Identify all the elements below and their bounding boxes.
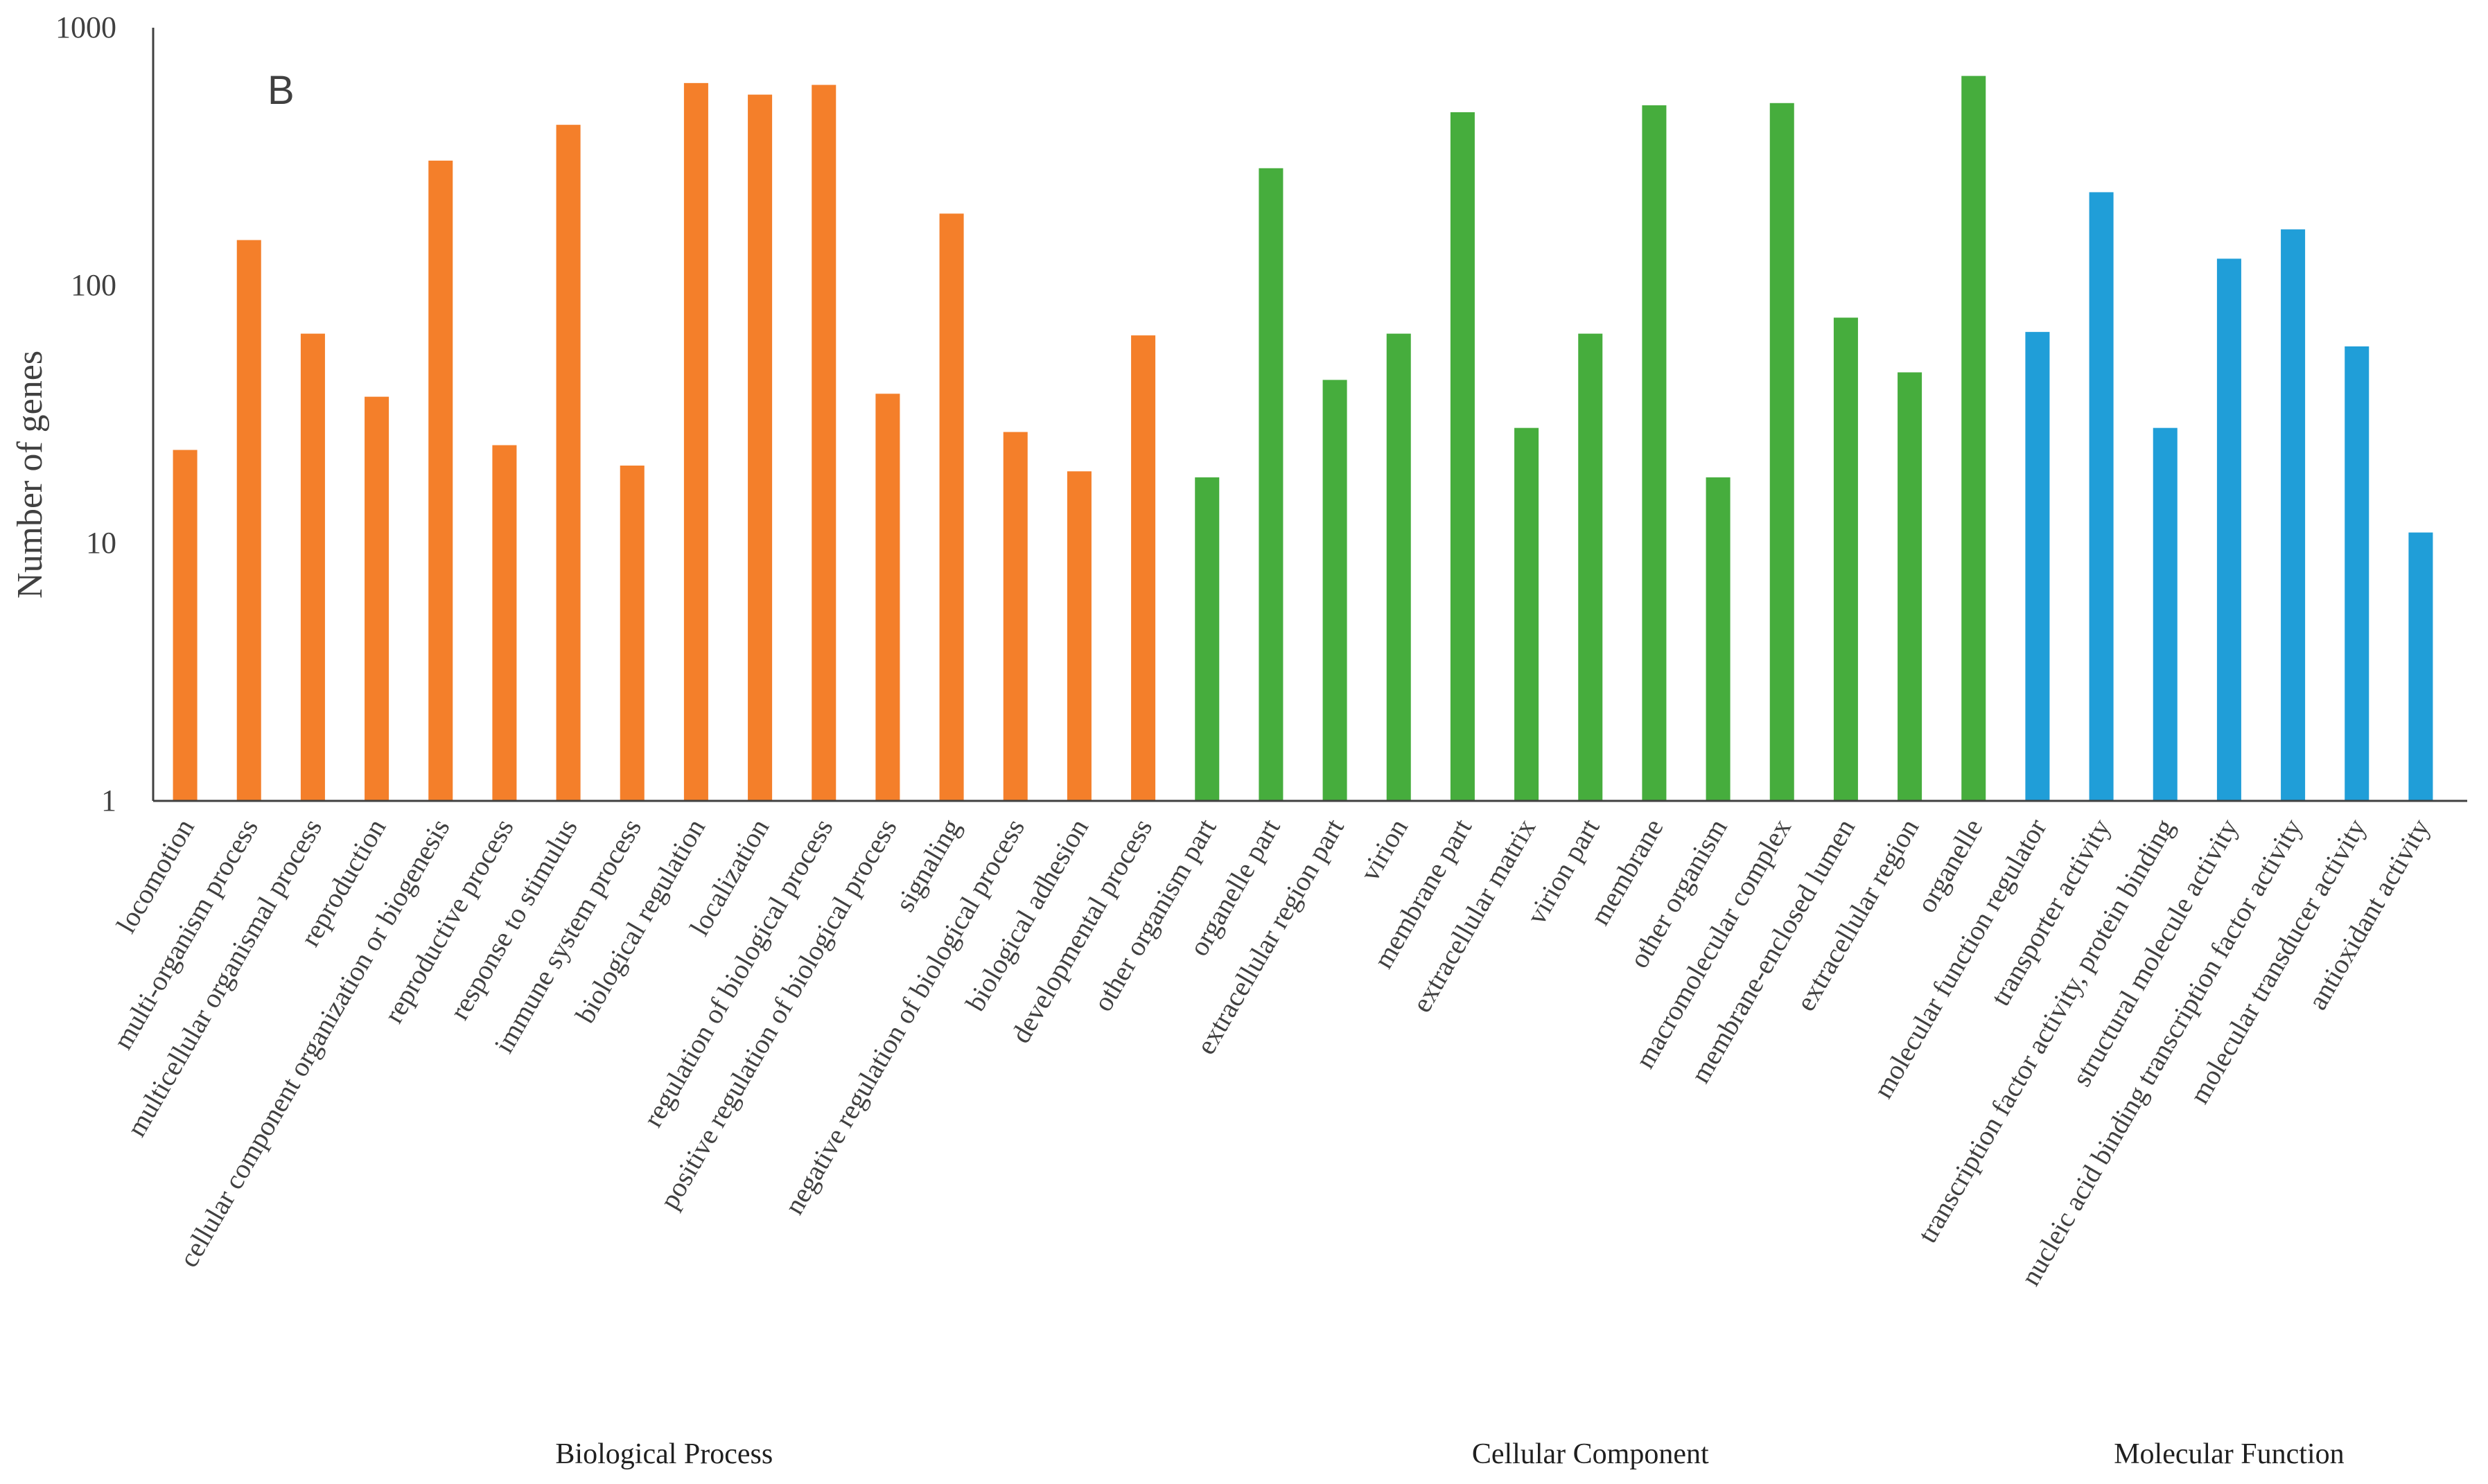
bar <box>1642 105 1667 801</box>
bar <box>1386 333 1411 802</box>
group-label: Molecular Function <box>2114 1438 2344 1470</box>
bar <box>939 213 964 801</box>
bar <box>1514 427 1539 801</box>
y-tick-label: 1000 <box>55 10 116 44</box>
bar <box>2153 427 2178 801</box>
bar <box>2216 258 2241 801</box>
bar <box>1898 372 1922 801</box>
bar <box>1131 335 1156 801</box>
bar <box>2408 532 2433 801</box>
panel-label: B <box>268 68 295 113</box>
bar <box>683 82 708 801</box>
bar <box>300 333 325 802</box>
bar <box>556 125 581 802</box>
bar <box>1322 380 1347 801</box>
bar <box>1833 317 1858 802</box>
y-tick-label: 1 <box>101 784 116 818</box>
bar <box>875 394 900 801</box>
bar <box>1195 477 1220 801</box>
y-tick-label: 10 <box>86 526 116 560</box>
bar <box>1706 477 1731 801</box>
bar <box>1003 432 1028 801</box>
y-axis-ticks: 1 10 100 1000 <box>55 10 116 818</box>
y-tick-label: 100 <box>71 268 116 302</box>
bar <box>748 94 773 801</box>
category-label: virion <box>1353 813 1414 886</box>
bar <box>1067 471 1092 801</box>
bar <box>428 160 453 801</box>
bar <box>2089 192 2114 801</box>
bar <box>1259 168 1284 801</box>
bar <box>620 466 645 801</box>
group-label: Biological Process <box>555 1438 773 1470</box>
bar <box>236 240 261 802</box>
bar <box>1769 103 1794 802</box>
bar <box>173 450 198 801</box>
bar <box>365 396 389 801</box>
bars <box>173 76 2433 802</box>
bar <box>1578 333 1603 802</box>
bar <box>492 445 517 801</box>
bar <box>2281 229 2306 802</box>
bar <box>2345 346 2369 802</box>
bar <box>1961 76 1986 802</box>
bar <box>1450 112 1475 801</box>
bar <box>2025 332 2050 802</box>
group-labels: Biological Process Cellular Component Mole… <box>555 1438 2344 1470</box>
group-label: Cellular Component <box>1472 1438 1709 1470</box>
y-axis-title: Number of genes <box>10 351 50 599</box>
bar <box>812 85 836 802</box>
